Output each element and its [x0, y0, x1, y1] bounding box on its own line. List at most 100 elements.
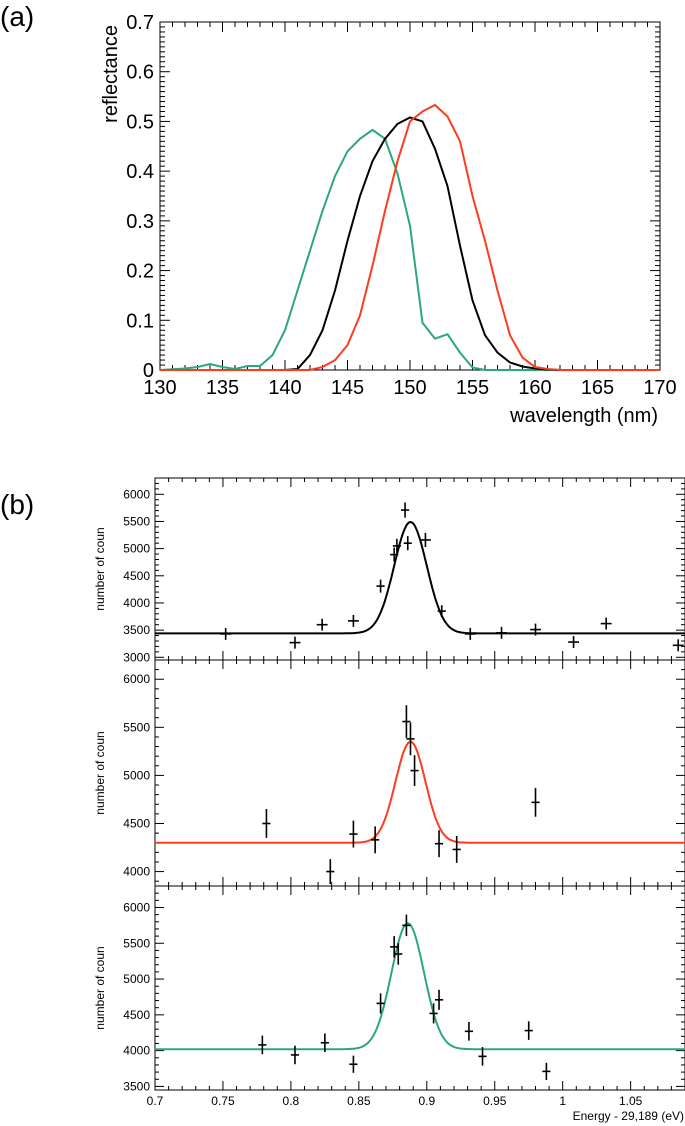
y-tick-label: 4500	[123, 569, 150, 583]
y-tick-label: 0.7	[126, 12, 154, 34]
x-tick-label: 140	[268, 377, 301, 399]
data-point	[392, 538, 401, 553]
data-point	[406, 722, 415, 756]
y-tick-label: 5500	[123, 936, 150, 950]
x-tick-label: 150	[393, 377, 426, 399]
data-point	[672, 639, 684, 652]
y-axis-title: number of coun	[93, 946, 107, 1029]
y-tick-label: 4500	[123, 1008, 150, 1022]
y-tick-label: 3500	[123, 623, 150, 637]
y-tick-label: 4500	[123, 816, 150, 830]
data-point	[347, 614, 359, 627]
x-tick-label: 1	[559, 1094, 566, 1108]
data-point	[316, 618, 328, 631]
x-tick-label: 165	[581, 377, 614, 399]
data-point	[349, 1055, 358, 1073]
y-tick-label: 0.6	[126, 62, 154, 84]
data-point	[400, 502, 410, 518]
data-point	[394, 943, 403, 965]
x-tick-label: 0.7	[147, 1094, 164, 1108]
reflectance-chart: 130 135 140 145 150 155 160 165 170 0 0.1 0.2 0.3 0.4…	[100, 12, 677, 427]
x-axis-title: wavelength (nm)	[509, 405, 658, 427]
data-point	[403, 536, 412, 551]
data-point	[262, 809, 271, 838]
plot-frame	[159, 21, 661, 371]
y-tick-label: 6000	[123, 672, 150, 686]
y-tick-label: 0.4	[126, 161, 154, 183]
panel-label-a: (a)	[0, 1, 34, 32]
y-tick-label: 0.5	[126, 111, 154, 133]
data-point	[410, 755, 419, 786]
y-tick-label: 4000	[123, 1044, 150, 1058]
data-point	[320, 1033, 329, 1053]
x-axis-title: Energy - 29,189 (eV)	[573, 1109, 684, 1123]
y-tick-label: 5000	[123, 768, 150, 782]
y-tick-label: 5500	[123, 514, 150, 528]
data-point	[290, 1045, 300, 1065]
x-tick-label: 0.85	[347, 1094, 371, 1108]
y-tick-label: 4000	[123, 596, 150, 610]
y-axis-title: number of coun	[93, 731, 107, 814]
x-tick-label: 155	[456, 377, 489, 399]
y-tick-label: 5000	[123, 972, 150, 986]
counts-chart-black: 3000 3500 4000 4500 5000 5500 6000 number of co…	[93, 477, 685, 664]
data-point	[420, 532, 431, 547]
data-point	[326, 859, 335, 885]
x-tick-label: 1.05	[619, 1094, 643, 1108]
data-point	[349, 820, 358, 848]
x-tick-label: 135	[206, 377, 239, 399]
data-point	[402, 705, 411, 738]
data-point	[289, 636, 301, 649]
y-tick-label: 5500	[123, 720, 150, 734]
y-tick-label: 0.3	[126, 211, 154, 233]
data-point	[568, 636, 579, 649]
plot-frame	[154, 659, 685, 887]
plot-frame	[154, 885, 685, 1091]
data-point	[390, 547, 399, 562]
series-line-black	[160, 116, 660, 371]
data-point	[452, 835, 461, 863]
x-tick-label: 145	[331, 377, 364, 399]
data-point	[376, 993, 385, 1014]
y-tick-label: 0.2	[126, 261, 154, 283]
counts-chart-red: 4000 4500 5000 5500 6000 number of coun	[93, 659, 685, 887]
counts-chart-green: 3500 4000 4500 5000 5500 6000 number of coun 0.…	[93, 885, 685, 1123]
data-point	[530, 623, 541, 636]
data-point	[376, 579, 385, 593]
x-tick-label: 0.95	[483, 1094, 507, 1108]
y-tick-label: 4000	[123, 865, 150, 879]
x-tick-label: 130	[143, 377, 176, 399]
data-point	[437, 605, 446, 618]
panel-label-b: (b)	[0, 489, 34, 520]
data-point	[434, 989, 444, 1010]
data-point	[402, 914, 411, 937]
x-tick-label: 0.9	[418, 1094, 435, 1108]
x-tick-label: 0.8	[283, 1094, 300, 1108]
data-point	[531, 787, 540, 817]
y-tick-label: 0.1	[126, 310, 154, 332]
y-tick-label: 3500	[123, 1079, 150, 1093]
data-point	[434, 830, 444, 858]
y-axis-title: number of coun	[93, 527, 107, 610]
x-tick-label: 0.75	[211, 1094, 235, 1108]
fit-curve-green	[155, 922, 685, 1051]
data-point	[524, 1021, 533, 1040]
data-point	[220, 627, 232, 640]
data-point	[371, 826, 380, 854]
fit-curve-red	[155, 740, 685, 844]
x-tick-label: 160	[518, 377, 551, 399]
data-point	[258, 1035, 267, 1055]
data-point	[464, 1022, 473, 1041]
y-tick-label: 6000	[123, 487, 150, 501]
data-point	[542, 1062, 551, 1080]
x-tick-label: 170	[643, 377, 676, 399]
data-point	[600, 617, 612, 630]
y-tick-label: 6000	[123, 900, 150, 914]
y-tick-label: 3000	[123, 650, 150, 664]
data-point	[429, 1003, 438, 1024]
fit-curve-black	[155, 520, 685, 635]
data-point	[464, 627, 476, 640]
series-line-green	[159, 128, 660, 371]
y-axis-title: reflectance	[100, 25, 122, 123]
